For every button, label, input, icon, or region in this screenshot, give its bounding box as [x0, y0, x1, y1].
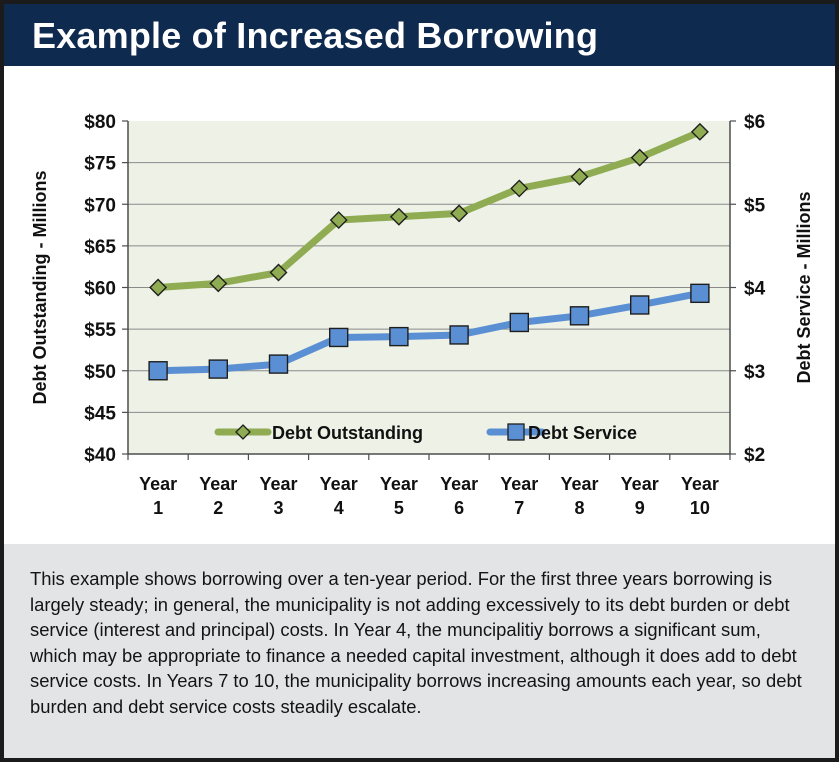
x-tick-label: 5	[394, 498, 404, 518]
legend-label: Debt Outstanding	[272, 423, 423, 443]
y-right-tick-label: $6	[744, 112, 765, 133]
caption-box: This example shows borrowing over a ten-…	[4, 544, 835, 758]
chart-area: $40 $45 $50 $55 $60 $65 $70 $75 $80 $2 $3 $4 $5 $6 Yea…	[4, 66, 835, 540]
debt-outstanding-point	[630, 148, 649, 167]
legend-diamond-marker	[235, 424, 251, 440]
debt-service-point	[569, 306, 590, 326]
x-tick-label: Year	[440, 474, 478, 494]
debt-service-point	[509, 312, 529, 333]
y-left-tick-label: $65	[84, 237, 116, 258]
y-left-tick-label: $40	[84, 445, 116, 466]
debt-outstanding-point	[269, 263, 288, 282]
debt-service-point	[630, 295, 650, 315]
debt-service-point	[268, 354, 289, 374]
series-line-debt-service	[154, 289, 704, 375]
series-line-debt-outstanding	[154, 128, 704, 291]
y-left-tick-label: $50	[84, 362, 116, 383]
y-right-tick-label: $5	[744, 195, 766, 216]
x-tick-label: Year	[199, 474, 237, 494]
debt-outstanding-point	[570, 167, 589, 186]
legend-label: Debt Service	[528, 423, 637, 443]
x-tick-label: Year	[621, 474, 659, 494]
y-left-tick-label: $80	[84, 112, 116, 133]
caption-text: This example shows borrowing over a ten-…	[30, 568, 802, 717]
y-left-tick-label: $55	[84, 320, 116, 341]
debt-service-point	[690, 283, 710, 304]
x-tick-label: Year	[500, 474, 538, 494]
legend-square-marker	[507, 423, 525, 441]
debt-service-point	[449, 325, 469, 345]
x-tick-label: 10	[690, 498, 710, 518]
debt-outstanding-point	[389, 207, 408, 226]
debt-outstanding-point	[690, 122, 709, 141]
x-tick-label: 6	[454, 498, 464, 518]
debt-service-point	[208, 359, 229, 379]
y-left-axis-title: Debt Outstanding - Millions	[30, 171, 50, 405]
x-tick-label: 4	[334, 498, 344, 518]
y-left-tick-label: $75	[84, 154, 116, 175]
debt-outstanding-point	[209, 274, 228, 293]
chart-card: Example of Increased Borrowing $40 $45 $50…	[4, 4, 835, 758]
x-tick-label: Year	[380, 474, 418, 494]
x-tick-label: Year	[320, 474, 358, 494]
debt-outstanding-point	[450, 204, 469, 223]
y-left-tick-label: $60	[84, 279, 116, 300]
y-left-tick-label: $70	[84, 195, 116, 216]
x-tick-label: 1	[153, 498, 163, 518]
y-right-axis-title: Debt Service - Millions	[794, 191, 814, 383]
x-tick-label: Year	[139, 474, 177, 494]
y-right-tick-label: $3	[744, 362, 765, 383]
debt-service-point	[148, 361, 168, 381]
debt-service-point	[329, 327, 349, 348]
debt-outstanding-point	[510, 179, 529, 198]
debt-outstanding-point	[149, 278, 168, 297]
y-left-tick-label: $45	[84, 403, 116, 424]
debt-service-point	[389, 326, 409, 347]
title-bar: Example of Increased Borrowing	[4, 4, 835, 66]
x-tick-label: Year	[259, 474, 297, 494]
x-tick-label: Year	[560, 474, 598, 494]
x-tick-label: 8	[574, 498, 584, 518]
line-chart: $40 $45 $50 $55 $60 $65 $70 $75 $80 $2 $3 $4 $5 $6 Yea…	[30, 112, 814, 518]
y-right-tick-label: $4	[744, 279, 766, 300]
debt-outstanding-point	[329, 211, 348, 230]
x-tick-label: 9	[635, 498, 645, 518]
x-tick-label: 7	[514, 498, 524, 518]
x-tick-label: 2	[213, 498, 223, 518]
y-right-tick-label: $2	[744, 445, 765, 466]
x-tick-label: Year	[681, 474, 719, 494]
page-title: Example of Increased Borrowing	[32, 15, 599, 56]
x-tick-label: 3	[273, 498, 283, 518]
